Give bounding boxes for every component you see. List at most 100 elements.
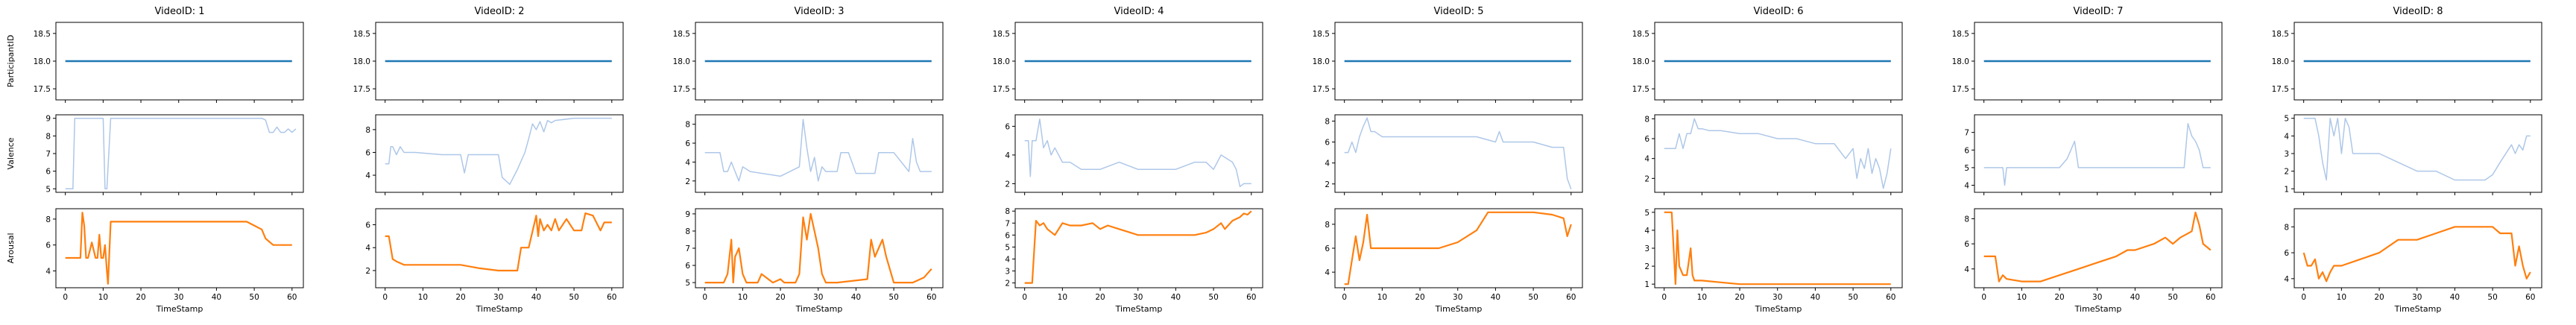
- y-tick-label: 6: [685, 262, 690, 271]
- x-tick-label: 40: [1491, 293, 1500, 302]
- y-tick-label: 8: [1325, 221, 1330, 230]
- y-tick-label: 4: [1325, 160, 1330, 168]
- y-tick-label: 18.0: [673, 57, 690, 66]
- y-tick-label: 2: [1325, 180, 1330, 189]
- y-tick-label: 17.5: [1632, 85, 1650, 94]
- y-tick-label: 4: [1644, 155, 1650, 164]
- x-tick-label: 50: [888, 293, 898, 302]
- panel-title: VideoID: 5: [1433, 6, 1483, 17]
- x-tick-label: 60: [2206, 293, 2215, 302]
- y-tick-label: 5: [1964, 164, 1969, 173]
- y-tick-label: 18.5: [993, 30, 1010, 39]
- x-axis-label: TimeStamp: [1435, 304, 1483, 314]
- panel-title: VideoID: 6: [1753, 6, 1803, 17]
- y-tick-label: 6: [1964, 240, 1969, 249]
- x-tick-label: 20: [455, 293, 465, 302]
- x-tick-label: 50: [1208, 293, 1218, 302]
- x-tick-label: 50: [1528, 293, 1538, 302]
- y-tick-label: 4: [2284, 275, 2289, 284]
- y-tick-label: 8: [685, 227, 690, 236]
- y-axis-label: Valence: [6, 137, 16, 169]
- axes-frame: [375, 208, 624, 288]
- panel-title: VideoID: 4: [1114, 6, 1164, 17]
- arousal-series-line: [385, 212, 612, 272]
- y-tick-label: 6: [45, 242, 51, 250]
- x-axis-label: TimeStamp: [156, 304, 203, 314]
- x-axis-label: TimeStamp: [476, 304, 523, 314]
- valence-series-line: [1983, 123, 2211, 186]
- y-tick-label: 6: [45, 168, 51, 177]
- y-tick-label: 8: [1964, 215, 1969, 224]
- x-axis-label: TimeStamp: [2074, 304, 2122, 314]
- y-tick-label: 4: [2284, 132, 2289, 141]
- y-tick-label: 8: [685, 121, 690, 130]
- y-tick-label: 17.5: [993, 85, 1010, 94]
- y-tick-label: 4: [1005, 255, 1010, 264]
- x-tick-label: 40: [1171, 293, 1181, 302]
- x-tick-label: 10: [98, 293, 108, 302]
- x-tick-label: 30: [2092, 293, 2102, 302]
- y-tick-label: 3: [1005, 268, 1010, 277]
- arousal-series-line: [65, 212, 292, 285]
- y-tick-label: 6: [1005, 122, 1010, 131]
- panel-title: VideoID: 7: [2073, 6, 2123, 17]
- y-tick-label: 6: [365, 221, 370, 230]
- y-tick-label: 4: [685, 158, 690, 167]
- y-tick-label: 7: [45, 150, 51, 159]
- y-tick-label: 18.0: [993, 57, 1010, 66]
- x-tick-label: 30: [1772, 293, 1782, 302]
- y-tick-label: 5: [685, 279, 690, 288]
- y-tick-label: 18.5: [1632, 30, 1650, 39]
- valence-series-line: [385, 117, 612, 186]
- y-tick-label: 17.5: [673, 85, 690, 94]
- axes-frame: [1974, 208, 2223, 288]
- y-tick-label: 18.5: [1952, 30, 1969, 39]
- valence-series-line: [1024, 119, 1251, 188]
- y-tick-label: 4: [1005, 151, 1010, 160]
- y-axis-label: Arousal: [6, 233, 16, 263]
- x-tick-label: 20: [136, 293, 145, 302]
- y-tick-label: 6: [1325, 139, 1330, 148]
- panel-title: VideoID: 3: [794, 6, 844, 17]
- y-tick-label: 2: [2284, 168, 2289, 177]
- y-tick-label: 18.5: [353, 30, 370, 39]
- x-tick-label: 0: [1342, 293, 1347, 302]
- x-tick-label: 50: [2168, 293, 2177, 302]
- axes-frame: [1654, 114, 1903, 193]
- x-tick-label: 20: [2374, 293, 2384, 302]
- y-tick-label: 5: [1005, 243, 1010, 252]
- axes-frame: [375, 114, 624, 193]
- valence-series-line: [704, 119, 932, 182]
- x-axis-label: TimeStamp: [1115, 304, 1163, 314]
- y-axis-label: ParticipantID: [6, 35, 16, 88]
- y-tick-label: 4: [365, 171, 370, 180]
- x-tick-label: 60: [607, 293, 616, 302]
- arousal-series-line: [1024, 210, 1252, 284]
- x-tick-label: 40: [531, 293, 541, 302]
- axes-frame: [1654, 208, 1903, 288]
- x-tick-label: 50: [569, 293, 578, 302]
- axes-frame: [55, 114, 304, 193]
- y-tick-label: 1: [2284, 185, 2289, 194]
- y-tick-label: 8: [45, 215, 51, 224]
- x-tick-label: 10: [418, 293, 428, 302]
- y-tick-label: 2: [1005, 280, 1010, 288]
- x-tick-label: 30: [174, 293, 183, 302]
- y-tick-label: 6: [1964, 146, 1969, 155]
- y-tick-label: 17.5: [34, 85, 51, 94]
- axes-frame: [2294, 208, 2542, 288]
- x-tick-label: 10: [2017, 293, 2027, 302]
- y-tick-label: 2: [1005, 180, 1010, 189]
- y-tick-label: 18.0: [2272, 57, 2289, 66]
- x-tick-label: 30: [813, 293, 823, 302]
- y-tick-label: 9: [685, 210, 690, 219]
- y-tick-label: 9: [45, 115, 51, 124]
- y-tick-label: 8: [1644, 115, 1650, 124]
- valence-series-line: [2303, 117, 2531, 181]
- arousal-series-line: [704, 212, 932, 284]
- y-tick-label: 17.5: [2272, 85, 2289, 94]
- x-tick-label: 40: [851, 293, 861, 302]
- x-tick-label: 20: [2054, 293, 2064, 302]
- axes-frame: [1974, 114, 2223, 193]
- valence-series-line: [1664, 118, 1892, 189]
